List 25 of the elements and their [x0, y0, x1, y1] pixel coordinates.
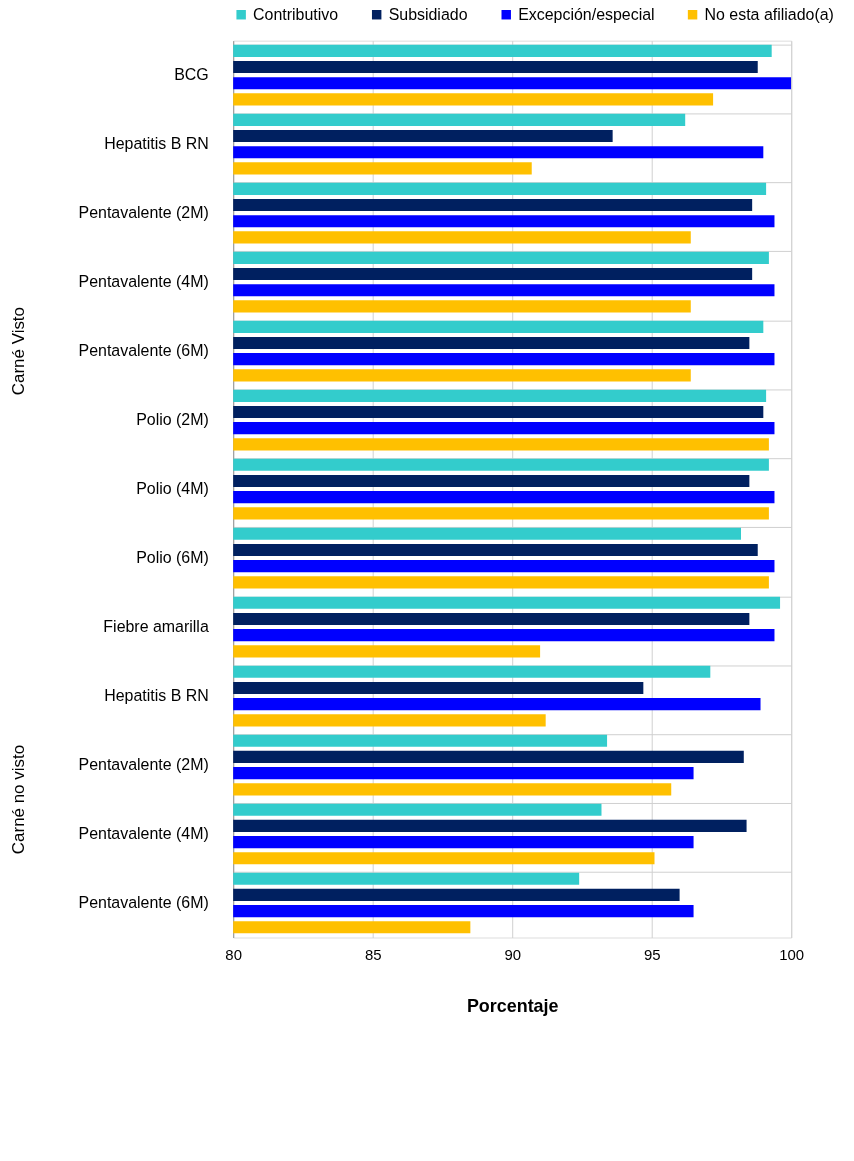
y-tick-label: Pentavalente (4M) — [78, 825, 209, 842]
x-tick-label: 90 — [504, 945, 522, 963]
y-tick-label: Fiebre amarilla — [103, 618, 209, 636]
legend-label: Excepción/especial — [518, 5, 655, 23]
y-tick-label: Polio (6M) — [136, 549, 209, 567]
x-tick-label: 85 — [364, 945, 382, 963]
y-tick-label: Pentavalente (4M) — [78, 273, 209, 291]
text: Carné no visto — [8, 744, 28, 855]
y-tick-label: Pentavalente (2M) — [78, 756, 209, 774]
y-tick-label: Hepatitis B RN — [104, 687, 209, 705]
y-tick-label: Pentavalente (2M) — [78, 204, 209, 222]
x-tick-label: 100 — [779, 945, 805, 963]
x-axis-title: Porcentaje — [466, 995, 559, 1016]
y-tick-label: Pentavalente (6M) — [78, 893, 209, 911]
x-tick-label: 95 — [643, 945, 661, 963]
legend-label: No esta afiliado(a) — [704, 5, 834, 23]
legend-label: Subsidiado — [388, 5, 468, 23]
legend-label: Contributivo — [253, 5, 339, 23]
text: Carné Visto — [8, 307, 28, 396]
x-tick-label: 80 — [225, 945, 242, 963]
y-tick-label: BCG — [174, 66, 209, 84]
y-tick-label: Polio (4M) — [136, 480, 209, 498]
y-tick-label: Pentavalente (6M) — [78, 342, 209, 360]
y-tick-label: Hepatitis B RN — [104, 135, 209, 153]
y-tick-label: Polio (2M) — [136, 411, 209, 429]
